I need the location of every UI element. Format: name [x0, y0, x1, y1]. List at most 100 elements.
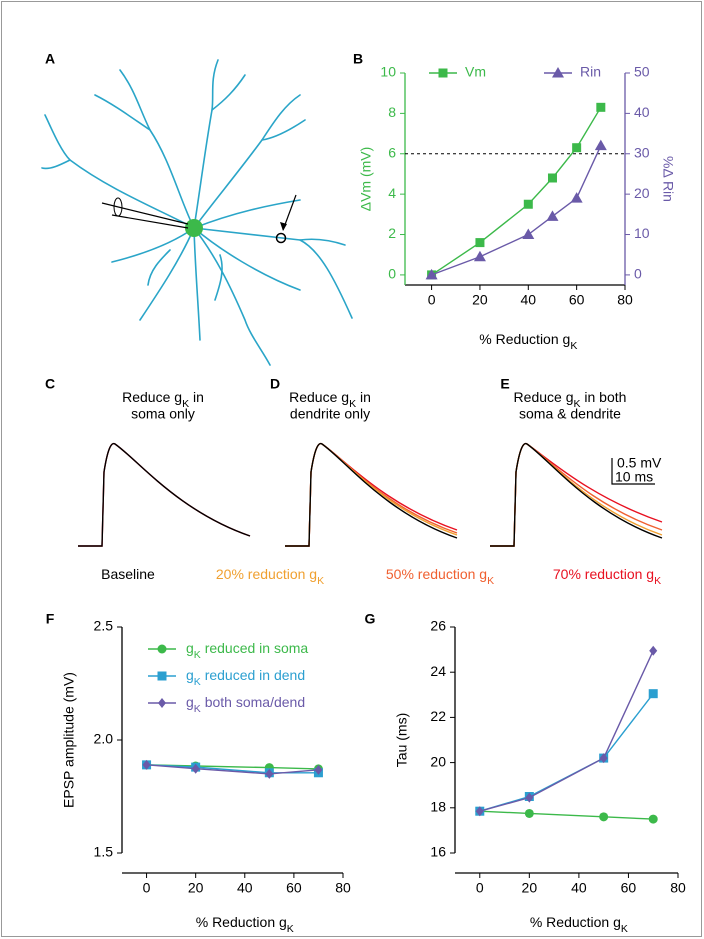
x-tick-label: 20 — [522, 880, 538, 896]
marker — [265, 768, 274, 779]
arrow-head — [280, 222, 287, 231]
trace-title-part: Reduce g — [514, 389, 574, 405]
panel-label: B — [353, 51, 363, 67]
scale-label: 10 ms — [615, 469, 653, 485]
y-tick-label: 26 — [430, 618, 446, 634]
scale-bar — [611, 458, 655, 485]
x-axis-label-part: % Reduction g — [196, 914, 287, 930]
x-tick-label: 40 — [521, 292, 537, 308]
x-tick-label: 0 — [428, 292, 436, 308]
trace-legend-sub: K — [654, 575, 661, 587]
x-axis-label: % Reduction gK — [479, 331, 577, 352]
x-tick-label: 0 — [476, 880, 484, 896]
legend-label-part: g — [186, 640, 194, 656]
y-tick-label: 20 — [430, 753, 446, 769]
y-axis-label: EPSP amplitude (mV) — [61, 672, 77, 808]
marker — [157, 644, 167, 654]
trace-legend-sub: K — [317, 575, 324, 587]
y-tick-label: 24 — [430, 663, 446, 679]
legend-label: gK reduced in dend — [186, 667, 305, 688]
trace-legend: 70% reduction gK — [553, 566, 661, 587]
marker — [594, 139, 607, 151]
series-line — [479, 693, 654, 812]
y2-tick-label: 50 — [634, 64, 650, 80]
legend-label: gK reduced in soma — [186, 640, 308, 661]
trace-title-sub: K — [182, 398, 189, 410]
marker — [525, 792, 534, 803]
x-tick-label: 40 — [571, 880, 587, 896]
series-line — [146, 764, 319, 775]
trace-title: Reduce gK in — [289, 389, 371, 410]
marker — [648, 689, 658, 699]
y-tick-label: 8 — [388, 104, 396, 120]
trace-title-part: Reduce g — [289, 389, 349, 405]
marker — [570, 192, 583, 203]
panel-label: F — [46, 611, 55, 627]
y-tick-label: 0 — [388, 266, 396, 282]
marker — [158, 698, 166, 708]
x-tick-label: 80 — [617, 292, 633, 308]
marker — [475, 238, 485, 248]
marker — [314, 764, 323, 775]
x-tick-label: 60 — [621, 880, 637, 896]
y-tick-label: 2.0 — [94, 731, 114, 747]
trace — [78, 442, 251, 547]
x-axis-label: % Reduction gK — [530, 914, 628, 935]
marker — [572, 143, 582, 153]
trace — [490, 442, 663, 547]
trace-legend-part: 50% reduction g — [386, 566, 487, 582]
x-tick-label: 60 — [286, 880, 302, 896]
legend-label-part: reduced in soma — [201, 640, 309, 656]
y-axis-label: Tau (ms) — [394, 713, 410, 767]
marker — [522, 228, 535, 240]
marker — [599, 812, 609, 822]
x-axis-label: % Reduction gK — [196, 914, 294, 935]
trace-title: dendrite only — [290, 406, 370, 422]
y2-axis-label: %Δ Rin — [660, 156, 676, 202]
trace-title: Reduce gK in both — [514, 389, 627, 410]
y2-tick-label: 0 — [634, 266, 642, 282]
trace-legend: 20% reduction gK — [216, 566, 324, 587]
legend-label: Rin — [580, 64, 601, 80]
marker — [157, 671, 167, 681]
y-tick-label: 10 — [380, 64, 396, 80]
trace-legend-part: 70% reduction g — [553, 566, 654, 582]
y-tick-label: 4 — [388, 185, 396, 201]
marker — [546, 210, 559, 221]
trace-title-part: in both — [581, 389, 627, 405]
x-tick-label: 80 — [670, 880, 686, 896]
y-tick-label: 16 — [430, 844, 446, 860]
legend-label-part: both soma/dend — [201, 694, 305, 710]
marker — [438, 68, 448, 78]
trace-title: soma & dendrite — [519, 406, 621, 422]
x-tick-label: 60 — [569, 292, 585, 308]
series-line — [431, 106, 602, 276]
trace — [285, 442, 458, 547]
recording-site — [275, 232, 287, 244]
x-tick-label: 20 — [188, 880, 204, 896]
legend-label-sub: K — [194, 676, 201, 688]
trace-legend: 50% reduction gK — [386, 566, 494, 587]
panel-label: A — [45, 51, 55, 67]
series-line — [479, 810, 654, 820]
trace-title-part: in — [356, 389, 371, 405]
x-axis-label-sub: K — [621, 923, 628, 935]
marker — [191, 763, 200, 774]
panel-label: C — [45, 376, 55, 392]
marker — [475, 806, 484, 817]
marker — [425, 268, 438, 280]
series-line — [146, 764, 319, 774]
trace-title-sub: K — [349, 398, 356, 410]
legend-label-part: g — [186, 694, 194, 710]
marker — [599, 753, 608, 764]
y-tick-label: 1.5 — [94, 844, 114, 860]
neuron-drawing — [41, 59, 353, 366]
trace-legend-part: 20% reduction g — [216, 566, 317, 582]
y2-tick-label: 20 — [634, 185, 650, 201]
trace-legend: Baseline — [101, 566, 155, 582]
marker — [523, 199, 533, 209]
y-axis-label: ΔVm (mV) — [358, 147, 374, 212]
marker — [552, 67, 564, 78]
